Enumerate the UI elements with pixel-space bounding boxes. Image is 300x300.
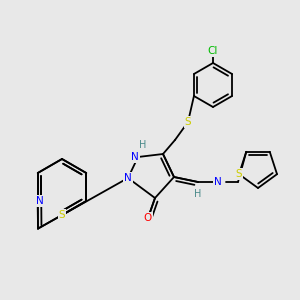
Text: H: H [139,140,147,150]
Text: O: O [144,213,152,223]
Text: Cl: Cl [208,46,218,56]
Text: S: S [185,117,191,127]
Text: N: N [36,196,44,206]
Text: S: S [59,210,65,220]
Text: N: N [214,177,222,187]
Text: N: N [131,152,139,162]
Text: N: N [124,173,132,183]
Text: S: S [236,169,242,179]
Text: H: H [194,189,202,199]
